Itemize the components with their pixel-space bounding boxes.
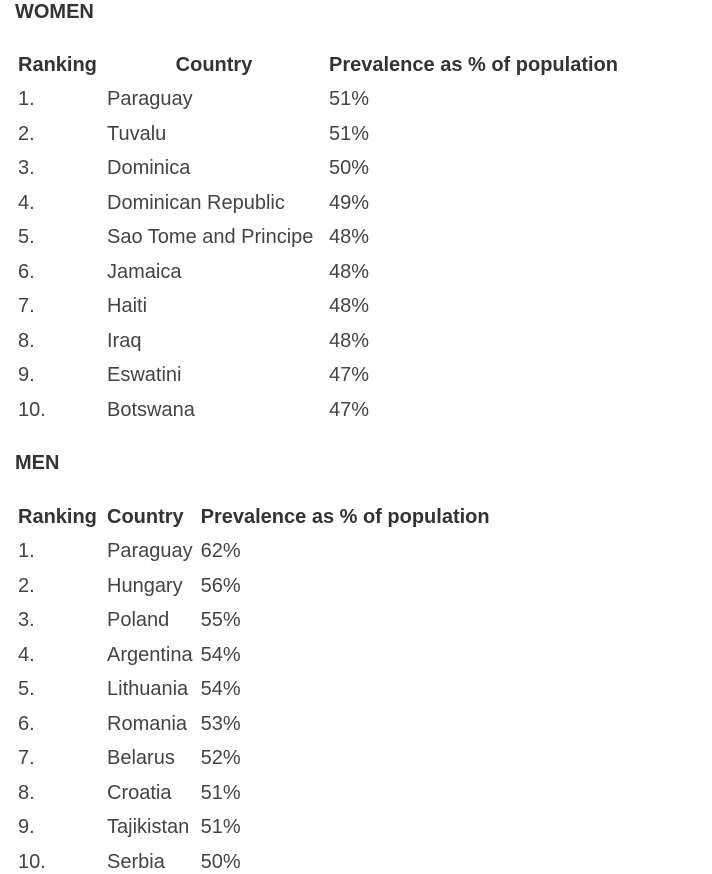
table-row: 4. Dominican Republic 49% (15, 180, 623, 215)
prevalence-header: Prevalence as % of population (329, 54, 618, 76)
prevalence-cell: 51% (200, 816, 241, 838)
prevalence-cell: 47% (329, 364, 370, 386)
rank-cell: 1. (18, 540, 35, 562)
country-cell: Tajikistan (107, 816, 190, 838)
table-row: 3. Poland 55% (15, 598, 495, 633)
country-cell: Paraguay (107, 540, 193, 562)
prevalence-cell: 54% (200, 678, 241, 700)
country-cell: Poland (107, 609, 170, 631)
prevalence-cell: 50% (329, 157, 370, 179)
prevalence-cell: 56% (200, 574, 241, 597)
women-prevalence-table: Ranking Country Prevalence as % of popul… (15, 53, 623, 422)
rank-cell: 10. (18, 850, 46, 873)
table-row: 2. Hungary 56% (15, 563, 495, 598)
rank-cell: 4. (18, 191, 35, 214)
table-row: 5. Lithuania 54% (15, 667, 495, 702)
table-row: 3. Dominica 50% (15, 146, 623, 181)
rank-cell: 7. (18, 295, 35, 317)
country-cell: Serbia (107, 850, 165, 873)
table-row: 7. Belarus 52% (15, 736, 495, 771)
table-header-row: Ranking Country Prevalence as % of popul… (15, 53, 623, 77)
table-row: 6. Jamaica 48% (15, 249, 623, 284)
table-row: 8. Croatia 51% (15, 770, 495, 805)
prevalence-cell: 53% (200, 712, 241, 735)
prevalence-cell: 52% (200, 747, 241, 769)
ranking-header: Ranking (18, 54, 97, 76)
rank-cell: 10. (18, 398, 46, 421)
rank-cell: 6. (18, 712, 35, 735)
country-cell: Lithuania (107, 678, 189, 700)
prevalence-cell: 51% (329, 122, 370, 145)
rank-cell: 2. (18, 122, 35, 145)
country-cell: Sao Tome and Principe (107, 226, 314, 248)
rank-cell: 7. (18, 747, 35, 769)
country-cell: Eswatini (107, 364, 182, 386)
rank-cell: 4. (18, 643, 35, 666)
table-row: 5. Sao Tome and Principe 48% (15, 215, 623, 250)
country-cell: Botswana (107, 398, 195, 421)
rank-cell: 5. (18, 226, 35, 248)
prevalence-cell: 50% (200, 850, 241, 873)
rank-cell: 9. (18, 816, 35, 838)
country-cell: Argentina (107, 643, 193, 666)
prevalence-cell: 54% (200, 643, 241, 666)
country-cell: Hungary (107, 574, 183, 597)
men-prevalence-table: Ranking Country Prevalence as % of popul… (15, 505, 495, 874)
men-section-title: MEN (15, 452, 60, 474)
table-row: 4. Argentina 54% (15, 632, 495, 667)
rank-cell: 3. (18, 609, 35, 631)
country-cell: Paraguay (107, 88, 193, 110)
country-cell: Dominican Republic (107, 191, 285, 214)
table-row: 8. Iraq 48% (15, 318, 623, 353)
ranking-header: Ranking (18, 506, 97, 528)
country-cell: Belarus (107, 747, 175, 769)
prevalence-cell: 47% (329, 398, 370, 421)
prevalence-cell: 55% (200, 609, 241, 631)
country-header: Country (175, 54, 253, 76)
prevalence-cell: 51% (329, 88, 370, 110)
table-row: 1. Paraguay 62% (15, 529, 495, 563)
country-cell: Haiti (107, 295, 148, 317)
country-header: Country (107, 506, 184, 528)
prevalence-header: Prevalence as % of population (200, 506, 490, 528)
table-header-row: Ranking Country Prevalence as % of popul… (15, 505, 495, 529)
prevalence-cell: 48% (329, 260, 370, 283)
table-row: 1. Paraguay 51% (15, 77, 623, 111)
rank-cell: 8. (18, 329, 35, 352)
rank-cell: 1. (18, 88, 35, 110)
country-cell: Romania (107, 712, 188, 735)
country-cell: Croatia (107, 781, 172, 804)
prevalence-cell: 62% (200, 540, 241, 562)
prevalence-cell: 48% (329, 329, 370, 352)
table-row: 6. Romania 53% (15, 701, 495, 736)
country-cell: Dominica (107, 157, 191, 179)
country-cell: Iraq (107, 329, 142, 352)
table-row: 7. Haiti 48% (15, 284, 623, 319)
table-row: 9. Tajikistan 51% (15, 805, 495, 840)
rank-cell: 9. (18, 364, 35, 386)
prevalence-cell: 48% (329, 226, 370, 248)
prevalence-cell: 48% (329, 295, 370, 317)
table-row: 9. Eswatini 47% (15, 353, 623, 388)
prevalence-cell: 49% (329, 191, 370, 214)
table-row: 10. Serbia 50% (15, 839, 495, 874)
table-row: 10. Botswana 47% (15, 387, 623, 422)
rank-cell: 2. (18, 574, 35, 597)
rank-cell: 8. (18, 781, 35, 804)
country-cell: Tuvalu (107, 122, 167, 145)
rank-cell: 6. (18, 260, 35, 283)
prevalence-cell: 51% (200, 781, 241, 804)
women-section-title: WOMEN (15, 1, 94, 23)
country-cell: Jamaica (107, 260, 182, 283)
table-row: 2. Tuvalu 51% (15, 111, 623, 146)
rank-cell: 3. (18, 157, 35, 179)
rank-cell: 5. (18, 678, 35, 700)
